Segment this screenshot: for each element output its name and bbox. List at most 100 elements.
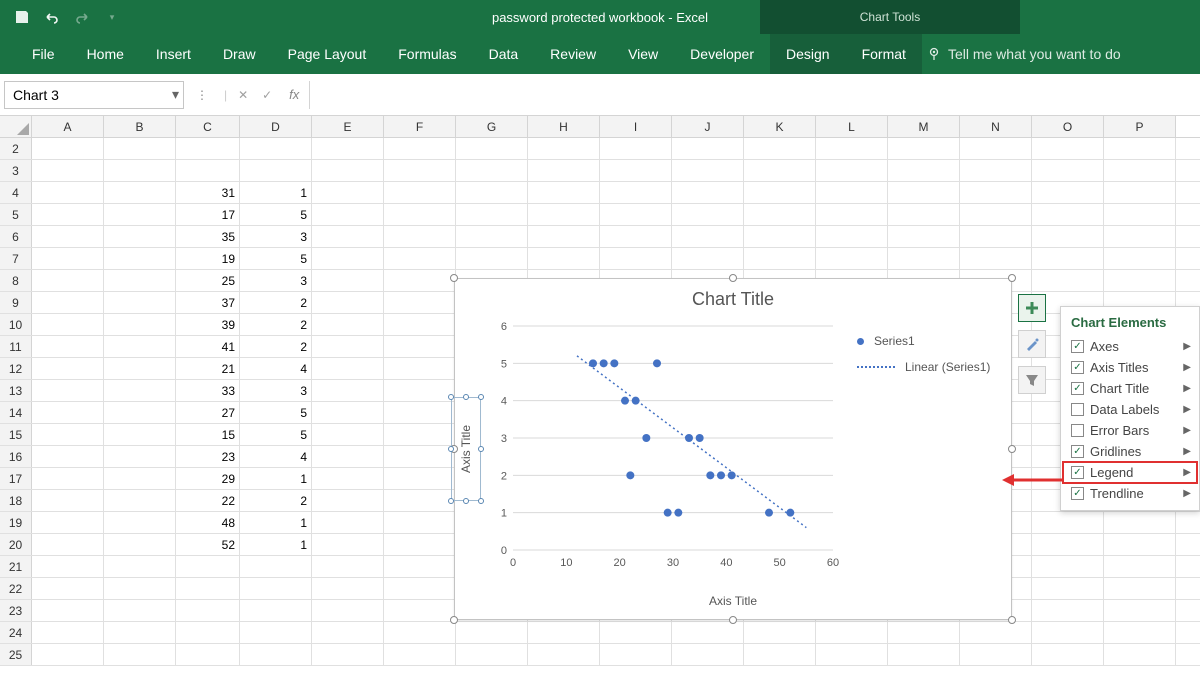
chart-element-option-gridlines[interactable]: ✓Gridlines▶	[1063, 441, 1197, 462]
cell[interactable]	[960, 248, 1032, 269]
save-icon[interactable]	[8, 3, 36, 31]
x-axis-title[interactable]: Axis Title	[455, 584, 1011, 608]
cell[interactable]: 1	[240, 534, 312, 555]
submenu-arrow-icon[interactable]: ▶	[1183, 425, 1191, 436]
submenu-arrow-icon[interactable]: ▶	[1183, 404, 1191, 415]
cell[interactable]	[312, 512, 384, 533]
cell[interactable]	[104, 160, 176, 181]
cell[interactable]: 41	[176, 336, 240, 357]
cell[interactable]	[312, 446, 384, 467]
cell[interactable]	[456, 182, 528, 203]
chart-element-option-axes[interactable]: ✓Axes▶	[1063, 336, 1197, 357]
chart-element-option-error-bars[interactable]: Error Bars▶	[1063, 420, 1197, 441]
cell[interactable]	[240, 600, 312, 621]
cell[interactable]	[384, 314, 456, 335]
cell[interactable]	[104, 248, 176, 269]
cell[interactable]	[600, 622, 672, 643]
row-header[interactable]: 7	[0, 248, 32, 269]
fx-label[interactable]: fx	[289, 87, 299, 102]
cell[interactable]: 5	[240, 248, 312, 269]
cell[interactable]	[1032, 160, 1104, 181]
row-header[interactable]: 12	[0, 358, 32, 379]
cell[interactable]: 2	[240, 292, 312, 313]
cell[interactable]	[104, 292, 176, 313]
ribbon-tab-page-layout[interactable]: Page Layout	[272, 34, 383, 74]
submenu-arrow-icon[interactable]: ▶	[1183, 467, 1191, 478]
cell[interactable]	[104, 490, 176, 511]
cell[interactable]	[672, 644, 744, 665]
cell[interactable]	[312, 534, 384, 555]
cell[interactable]	[960, 226, 1032, 247]
cell[interactable]	[32, 512, 104, 533]
cell[interactable]	[888, 204, 960, 225]
cell[interactable]	[32, 314, 104, 335]
row-header[interactable]: 16	[0, 446, 32, 467]
column-header[interactable]: G	[456, 116, 528, 137]
cell[interactable]	[312, 314, 384, 335]
cell[interactable]	[456, 226, 528, 247]
cell[interactable]	[104, 336, 176, 357]
cell[interactable]	[1032, 578, 1104, 599]
column-header[interactable]: B	[104, 116, 176, 137]
ribbon-tab-file[interactable]: File	[16, 34, 71, 74]
cell[interactable]	[176, 578, 240, 599]
cell[interactable]	[672, 138, 744, 159]
cell[interactable]	[888, 248, 960, 269]
qat-customize-icon[interactable]: ▾	[98, 3, 126, 31]
cell[interactable]	[384, 380, 456, 401]
cell[interactable]	[1032, 600, 1104, 621]
enter-icon[interactable]: ✓	[255, 88, 279, 102]
cell[interactable]: 3	[240, 226, 312, 247]
cell[interactable]	[104, 358, 176, 379]
column-header[interactable]: J	[672, 116, 744, 137]
undo-icon[interactable]	[38, 3, 66, 31]
cell[interactable]	[32, 380, 104, 401]
cell[interactable]	[384, 644, 456, 665]
cell[interactable]	[816, 622, 888, 643]
cell[interactable]	[528, 226, 600, 247]
row-header[interactable]: 10	[0, 314, 32, 335]
cell[interactable]	[960, 138, 1032, 159]
cell[interactable]	[1104, 622, 1176, 643]
cell[interactable]	[384, 490, 456, 511]
cell[interactable]	[888, 622, 960, 643]
cell[interactable]	[672, 160, 744, 181]
column-header[interactable]: A	[32, 116, 104, 137]
cell[interactable]	[600, 644, 672, 665]
cell[interactable]	[744, 182, 816, 203]
chart-element-option-data-labels[interactable]: Data Labels▶	[1063, 399, 1197, 420]
cell[interactable]	[1032, 556, 1104, 577]
cell[interactable]	[888, 226, 960, 247]
cell[interactable]	[600, 182, 672, 203]
row-header[interactable]: 8	[0, 270, 32, 291]
cell[interactable]	[960, 204, 1032, 225]
cell[interactable]	[104, 512, 176, 533]
tell-me-search[interactable]: Tell me what you want to do	[928, 46, 1121, 62]
cell[interactable]	[672, 204, 744, 225]
column-header[interactable]: C	[176, 116, 240, 137]
ribbon-tab-review[interactable]: Review	[534, 34, 612, 74]
cell[interactable]	[312, 468, 384, 489]
cell[interactable]	[32, 204, 104, 225]
cell[interactable]: 33	[176, 380, 240, 401]
resize-handle[interactable]	[1008, 445, 1016, 453]
row-header[interactable]: 9	[0, 292, 32, 313]
cell[interactable]	[456, 622, 528, 643]
ribbon-tab-data[interactable]: Data	[473, 34, 535, 74]
cell[interactable]	[744, 160, 816, 181]
cell[interactable]	[384, 622, 456, 643]
cell[interactable]	[32, 644, 104, 665]
cell[interactable]	[1032, 270, 1104, 291]
cell[interactable]: 39	[176, 314, 240, 335]
resize-handle[interactable]	[729, 274, 737, 282]
cell[interactable]: 1	[240, 182, 312, 203]
cell[interactable]	[1104, 512, 1176, 533]
resize-handle[interactable]	[450, 274, 458, 282]
row-header[interactable]: 2	[0, 138, 32, 159]
cell[interactable]	[104, 446, 176, 467]
cell[interactable]	[176, 160, 240, 181]
cell[interactable]	[176, 622, 240, 643]
cell[interactable]: 37	[176, 292, 240, 313]
cell[interactable]	[240, 160, 312, 181]
cell[interactable]	[32, 226, 104, 247]
